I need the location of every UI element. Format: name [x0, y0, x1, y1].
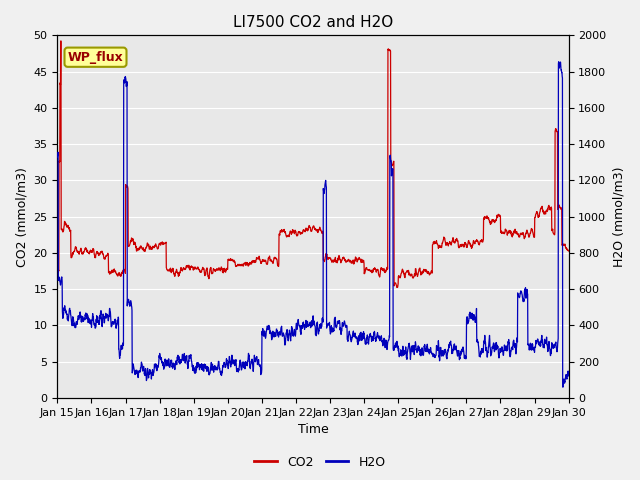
Y-axis label: H2O (mmol/m3): H2O (mmol/m3) — [612, 167, 625, 267]
X-axis label: Time: Time — [298, 423, 328, 436]
Y-axis label: CO2 (mmol/m3): CO2 (mmol/m3) — [15, 167, 28, 266]
Text: WP_flux: WP_flux — [68, 51, 124, 64]
Title: LI7500 CO2 and H2O: LI7500 CO2 and H2O — [233, 15, 393, 30]
Legend: CO2, H2O: CO2, H2O — [250, 451, 390, 474]
